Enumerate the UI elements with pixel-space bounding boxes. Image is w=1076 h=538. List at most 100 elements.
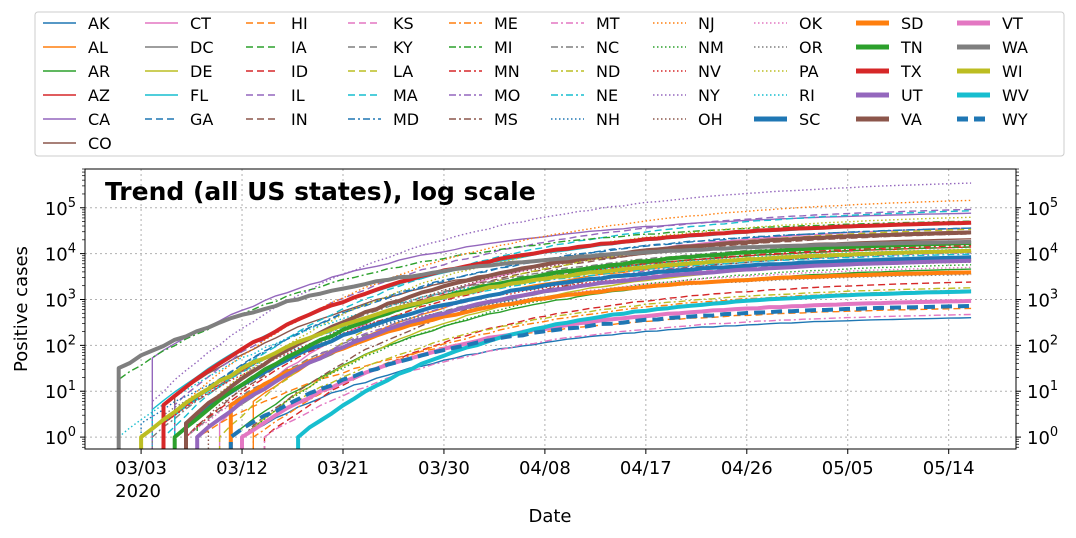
legend-label-ny: NY bbox=[698, 86, 720, 105]
legend-label-az: AZ bbox=[88, 86, 110, 105]
legend-label-al: AL bbox=[88, 38, 108, 57]
series-line-pa bbox=[185, 216, 972, 449]
series-line-tx bbox=[161, 220, 972, 449]
series-line-me bbox=[252, 289, 972, 449]
y-tick-label-left: 103 bbox=[45, 287, 76, 311]
legend-label-ky: KY bbox=[393, 38, 413, 57]
legend-label-or: OR bbox=[799, 38, 823, 57]
legend-label-ga: GA bbox=[190, 110, 213, 129]
legend-label-mt: MT bbox=[596, 14, 620, 33]
legend-label-ca: CA bbox=[88, 110, 110, 129]
chart-title: Trend (all US states), log scale bbox=[105, 177, 536, 206]
legend-label-nv: NV bbox=[698, 62, 721, 81]
x-tick-year-label: 2020 bbox=[115, 481, 161, 502]
legend-label-mn: MN bbox=[494, 62, 520, 81]
legend-label-sd: SD bbox=[901, 14, 923, 33]
legend-label-fl: FL bbox=[190, 86, 208, 105]
legend-label-nj: NJ bbox=[698, 14, 715, 33]
y-tick-label-right: 101 bbox=[1027, 379, 1058, 403]
legend-label-ne: NE bbox=[596, 86, 618, 105]
plot-frame bbox=[84, 168, 1017, 450]
legend-label-ms: MS bbox=[494, 110, 518, 129]
series-line-mt bbox=[263, 313, 972, 449]
series-line-nd bbox=[241, 287, 972, 449]
y-tick-label-left: 102 bbox=[45, 333, 76, 357]
legend-label-ak: AK bbox=[88, 14, 110, 33]
legend-label-vt: VT bbox=[1002, 14, 1023, 33]
y-tick-label-left: 104 bbox=[45, 242, 76, 266]
series-line-tn bbox=[172, 241, 972, 449]
y-tick-label-left: 105 bbox=[45, 196, 76, 220]
legend-label-tn: TN bbox=[900, 38, 923, 57]
legend-label-ar: AR bbox=[88, 62, 110, 81]
legend-label-pa: PA bbox=[799, 62, 819, 81]
legend-label-mo: MO bbox=[494, 86, 520, 105]
legend-label-il: IL bbox=[291, 86, 305, 105]
series-line-wy bbox=[228, 304, 972, 449]
y-axis-right-ticks: 100 101 102 103 104 105 bbox=[1016, 168, 1058, 449]
series-line-nv bbox=[162, 261, 972, 449]
legend-label-oh: OH bbox=[698, 110, 723, 129]
legend-label-id: ID bbox=[291, 62, 308, 81]
y-tick-label-left: 101 bbox=[45, 379, 76, 403]
legend-label-ok: OK bbox=[799, 14, 823, 33]
series-line-mn bbox=[185, 244, 972, 449]
legend-label-mi: MI bbox=[494, 38, 513, 57]
legend-label-wa: WA bbox=[1002, 38, 1028, 57]
legend-label-nd: ND bbox=[596, 62, 620, 81]
x-tick-label: 05/05 bbox=[822, 458, 874, 479]
x-tick-label: 05/14 bbox=[923, 458, 975, 479]
x-tick-label: 03/12 bbox=[216, 458, 268, 479]
legend: AK AL AR AZ CA CO CT DC DE FL GA HI IA ID IL IN KS KY LA MA… bbox=[34, 11, 1065, 157]
y-tick-label-right: 102 bbox=[1027, 333, 1058, 357]
legend-label-me: ME bbox=[494, 14, 518, 33]
y-tick-label-left: 100 bbox=[45, 425, 76, 449]
x-tick-label: 03/30 bbox=[418, 458, 470, 479]
y-axis-label: Positive cases bbox=[11, 246, 32, 372]
x-tick-label: 04/17 bbox=[620, 458, 672, 479]
series-lines bbox=[116, 182, 972, 449]
series-line-wi bbox=[139, 248, 972, 449]
legend-label-in: IN bbox=[291, 110, 308, 129]
legend-label-de: DE bbox=[190, 62, 212, 81]
x-tick-label: 03/03 bbox=[115, 458, 167, 479]
series-line-ak bbox=[241, 317, 972, 449]
series-line-md bbox=[174, 227, 972, 449]
legend-label-la: LA bbox=[393, 62, 413, 81]
y-tick-label-right: 103 bbox=[1027, 287, 1058, 311]
series-line-ny bbox=[151, 182, 972, 449]
series-line-hi bbox=[196, 307, 972, 449]
series-line-ok bbox=[185, 266, 972, 449]
legend-label-nc: NC bbox=[596, 38, 619, 57]
legend-label-nh: NH bbox=[596, 110, 620, 129]
y-axis-left-ticks: 100 101 102 103 104 105 bbox=[45, 168, 85, 449]
x-tick-label: 04/08 bbox=[519, 458, 571, 479]
legend-frame bbox=[34, 11, 1065, 157]
legend-label-va: VA bbox=[901, 110, 922, 129]
series-line-mi bbox=[118, 220, 972, 449]
legend-label-hi: HI bbox=[291, 14, 308, 33]
legend-label-ri: RI bbox=[799, 86, 815, 105]
legend-label-md: MD bbox=[393, 110, 419, 129]
legend-label-ct: CT bbox=[190, 14, 211, 33]
legend-label-ks: KS bbox=[393, 14, 414, 33]
y-tick-label-right: 105 bbox=[1027, 196, 1058, 220]
legend-label-wv: WV bbox=[1002, 86, 1029, 105]
legend-label-wy: WY bbox=[1002, 110, 1028, 129]
series-line-ut bbox=[195, 258, 972, 449]
y-tick-label-right: 100 bbox=[1027, 425, 1058, 449]
series-line-ma bbox=[162, 210, 972, 449]
y-tick-label-right: 104 bbox=[1027, 242, 1058, 266]
legend-label-sc: SC bbox=[799, 110, 820, 129]
legend-label-ma: MA bbox=[393, 86, 418, 105]
legend-label-tx: TX bbox=[900, 62, 922, 81]
series-line-sc bbox=[184, 255, 972, 449]
legend-label-dc: DC bbox=[190, 38, 214, 57]
x-tick-label: 04/26 bbox=[721, 458, 773, 479]
legend-label-ia: IA bbox=[291, 38, 307, 57]
x-tick-label: 03/21 bbox=[317, 458, 369, 479]
series-line-wa bbox=[116, 239, 972, 449]
